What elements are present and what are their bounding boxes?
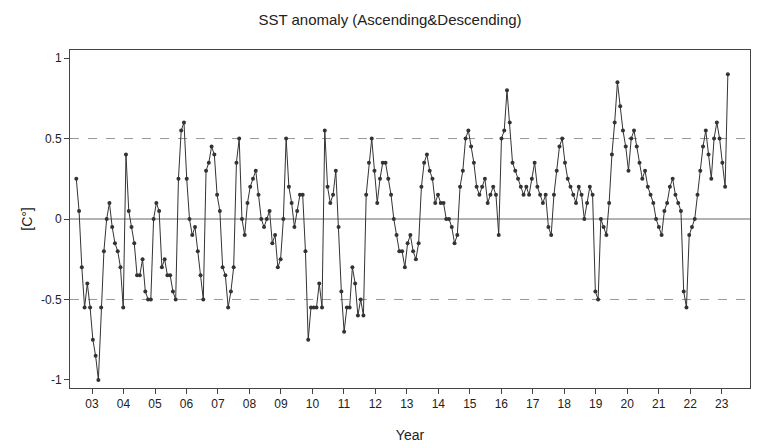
svg-text:22: 22 [684,397,698,411]
svg-text:[C°]: [C°] [19,207,35,231]
svg-text:08: 08 [243,397,257,411]
svg-text:1: 1 [55,51,62,65]
svg-text:06: 06 [180,397,194,411]
svg-text:-1: -1 [51,373,62,387]
svg-text:07: 07 [211,397,225,411]
svg-text:-0.5: -0.5 [41,293,62,307]
svg-text:03: 03 [85,397,99,411]
svg-text:04: 04 [117,397,131,411]
svg-text:12: 12 [369,397,383,411]
svg-text:23: 23 [715,397,729,411]
svg-text:05: 05 [148,397,162,411]
svg-text:Year: Year [396,427,425,443]
svg-text:10: 10 [306,397,320,411]
svg-text:11: 11 [338,397,351,411]
svg-text:19: 19 [589,397,603,411]
svg-text:09: 09 [274,397,288,411]
svg-text:20: 20 [621,397,635,411]
svg-text:15: 15 [463,397,477,411]
svg-text:18: 18 [558,397,572,411]
svg-text:0.5: 0.5 [45,132,62,146]
svg-text:0: 0 [55,212,62,226]
svg-text:13: 13 [400,397,414,411]
svg-text:16: 16 [495,397,509,411]
svg-text:SST anomaly (Ascending&Descend: SST anomaly (Ascending&Descending) [258,11,521,28]
svg-text:17: 17 [526,397,540,411]
svg-text:14: 14 [432,397,446,411]
svg-text:21: 21 [652,397,666,411]
